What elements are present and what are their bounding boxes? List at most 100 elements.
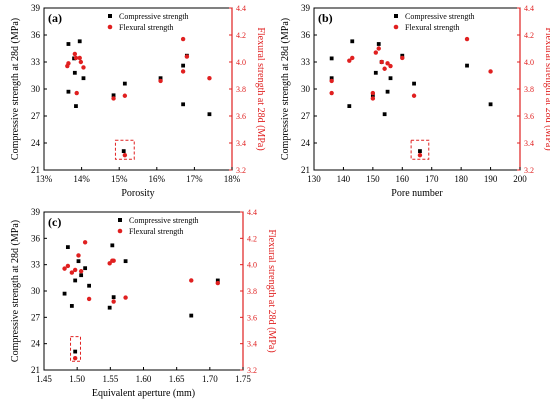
- x-axis-label: Equivalent aperture (mm): [92, 388, 195, 399]
- point-compressive: [111, 295, 116, 300]
- point-flexural: [329, 90, 334, 96]
- y-tick-label: 30: [31, 286, 41, 296]
- point-compressive: [69, 304, 74, 308]
- point-flexural: [82, 240, 88, 245]
- y-tick-label: 33: [31, 57, 41, 67]
- x-tick-label: 1.60: [136, 374, 152, 384]
- x-tick-label: 160: [396, 174, 410, 184]
- point-compressive: [385, 89, 390, 94]
- point-flexural: [379, 59, 384, 65]
- y-tick-label: 30: [301, 84, 311, 94]
- y-tick-label: 30: [31, 84, 41, 94]
- point-compressive: [74, 104, 78, 108]
- y-tick-label: 39: [31, 207, 41, 217]
- y-tick-label: 36: [31, 233, 41, 243]
- legend-marker-flexural: [393, 24, 399, 30]
- x-tick-label: 1.45: [36, 374, 52, 384]
- point-flexural: [207, 76, 212, 81]
- y2-tick-label: 3.2: [524, 166, 534, 175]
- panel-label: (c): [48, 215, 61, 229]
- point-flexural: [180, 69, 186, 74]
- y2-tick-label: 3.4: [524, 139, 534, 148]
- y2-tick-label: 3.4: [247, 340, 257, 349]
- x-tick-label: 1.50: [69, 374, 85, 384]
- x-tick-label: 130: [307, 174, 321, 184]
- point-flexural: [370, 90, 376, 96]
- x-tick-label: 13%: [36, 174, 53, 184]
- y-tick-label: 39: [301, 3, 311, 13]
- legend-label: Compressive strength: [405, 12, 475, 21]
- y-tick-label: 36: [31, 30, 41, 40]
- highlight-box: [114, 139, 135, 160]
- legend-label: Flexural strength: [405, 23, 459, 32]
- point-compressive: [122, 81, 127, 86]
- legend-label: Compressive strength: [119, 12, 189, 21]
- point-compressive: [488, 102, 493, 107]
- x-tick-label: 14%: [73, 174, 90, 184]
- y2-tick-label: 3.6: [236, 112, 246, 121]
- point-flexural: [65, 263, 71, 269]
- y2-tick-label: 3.8: [247, 287, 257, 296]
- point-flexural: [189, 278, 194, 283]
- point-flexural: [69, 270, 75, 275]
- legend-label: Flexural strength: [129, 227, 183, 236]
- y-axis-label: Compressive strength at 28d (MPa): [10, 220, 21, 362]
- point-flexural: [329, 78, 334, 84]
- point-flexural: [180, 36, 186, 42]
- point-compressive: [388, 76, 393, 81]
- y-tick-label: 27: [31, 111, 41, 121]
- point-flexural: [111, 258, 116, 263]
- point-flexural: [385, 61, 390, 66]
- point-flexural: [77, 55, 82, 61]
- point-compressive: [215, 278, 220, 283]
- y2-tick-label: 4.2: [247, 234, 257, 243]
- x-tick-label: 16%: [149, 174, 166, 184]
- y-tick-label: 21: [31, 365, 40, 375]
- x-tick-label: 170: [425, 174, 439, 184]
- point-compressive: [72, 70, 77, 75]
- point-compressive: [87, 283, 92, 288]
- y2-tick-label: 4.2: [236, 31, 246, 40]
- panel-label: (b): [318, 11, 333, 25]
- x-tick-label: 17%: [186, 174, 203, 184]
- point-flexural: [74, 90, 79, 96]
- point-compressive: [77, 39, 82, 44]
- point-flexural: [122, 93, 128, 98]
- y-tick-label: 27: [31, 312, 41, 322]
- x-tick-label: 140: [337, 174, 351, 184]
- x-tick-label: 1.55: [102, 374, 118, 384]
- legend-marker-flexural: [117, 228, 123, 234]
- point-compressive: [189, 313, 194, 318]
- point-compressive: [465, 63, 469, 68]
- y-tick-label: 27: [301, 111, 311, 121]
- y2-tick-label: 4.0: [247, 261, 257, 270]
- point-compressive: [121, 149, 126, 153]
- y2-tick-label: 4.0: [524, 58, 534, 67]
- legend-marker-compressive: [394, 14, 398, 18]
- point-flexural: [373, 50, 378, 55]
- point-compressive: [181, 63, 186, 68]
- legend-marker-compressive: [118, 218, 122, 222]
- point-compressive: [123, 259, 128, 264]
- point-flexural: [111, 96, 116, 101]
- point-flexural: [73, 55, 79, 61]
- point-flexural: [347, 58, 352, 63]
- point-flexural: [417, 152, 423, 158]
- point-flexural: [72, 267, 78, 273]
- chart-panel-2: 130 140 150 160 170 180 190 200 21 24 27 30 33 36 39 3.…: [280, 3, 550, 199]
- plot-frame: [43, 7, 233, 171]
- point-flexural: [350, 55, 355, 61]
- y-tick-label: 24: [31, 339, 41, 349]
- point-flexural: [62, 266, 67, 271]
- point-compressive: [66, 42, 71, 46]
- plot-frame: [313, 7, 521, 171]
- point-compressive: [73, 349, 78, 354]
- y-tick-label: 24: [31, 138, 41, 148]
- point-compressive: [418, 149, 422, 153]
- point-compressive: [400, 53, 405, 58]
- x-tick-label: 1.75: [235, 374, 251, 384]
- point-compressive: [65, 245, 70, 250]
- point-flexural: [86, 296, 92, 302]
- point-compressive: [110, 243, 115, 248]
- y2-tick-label: 4.0: [236, 58, 246, 67]
